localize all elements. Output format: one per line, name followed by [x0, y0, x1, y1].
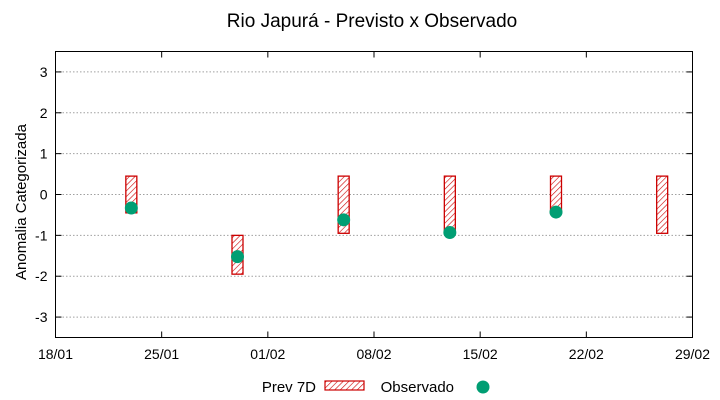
legend-marker-observado: [476, 380, 490, 394]
tick-layer: 3 2 1 0 -1 -2 -3 18/01 25/01 01/02 08/02 15/02 22/02…: [35, 51, 710, 362]
x-tick-label: 15/02: [463, 346, 498, 362]
observado-point: [443, 225, 457, 239]
legend-label-prev-7d: Prev 7D: [262, 379, 316, 396]
plot-frame: [55, 51, 693, 338]
observado-series: [124, 201, 563, 264]
y-tick-label: 0: [40, 187, 48, 203]
x-tick-label: 22/02: [569, 346, 604, 362]
y-tick-label: 1: [40, 146, 48, 162]
y-tick-label: 2: [40, 105, 48, 121]
x-tick-label: 25/01: [144, 346, 179, 362]
x-tick-label: 08/02: [356, 346, 391, 362]
y-tick-label: -2: [35, 268, 48, 284]
x-tick-label: 18/01: [38, 346, 73, 362]
observado-point: [549, 205, 563, 219]
y-tick-label: 3: [40, 64, 48, 80]
x-tick-label: 01/02: [250, 346, 285, 362]
prev-7d-bar: [443, 175, 456, 234]
observado-point: [337, 213, 351, 227]
prev-7d-series: [125, 175, 669, 275]
x-tick-label: 29/02: [675, 346, 710, 362]
legend-swatch-prev-7d: [324, 380, 365, 391]
observado-point: [231, 250, 244, 264]
chart-title: Rio Japurá - Previsto x Observado: [227, 11, 517, 32]
y-tick-label: -3: [35, 309, 48, 325]
prev-7d-bar: [337, 175, 350, 234]
y-axis-label: Anomalia Categorizada: [13, 123, 30, 280]
grid-layer: [55, 71, 693, 318]
prev-7d-bar: [656, 175, 669, 234]
legend-label-observado: Observado: [381, 379, 454, 396]
observado-point: [124, 201, 138, 215]
legend: Prev 7D Observado: [262, 379, 490, 396]
y-tick-label: -1: [35, 227, 48, 243]
